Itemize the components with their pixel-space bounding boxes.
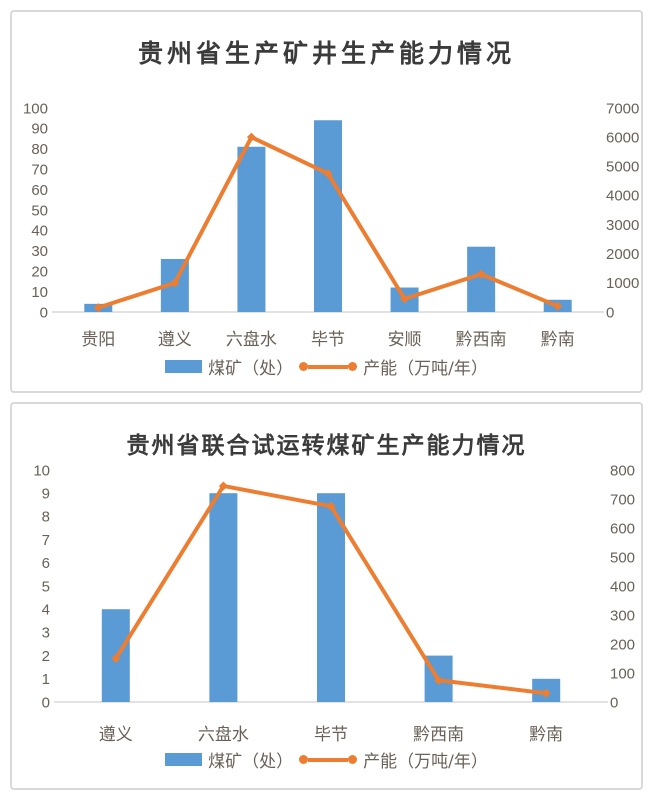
combo-chart-trial-run-mines: 0123456789100100200300400500600700800遵义六… [33, 462, 635, 745]
left-axis-tick-label: 80 [31, 141, 48, 158]
left-axis-tick-label: 20 [31, 263, 48, 280]
bar-series [84, 120, 572, 313]
line-marker [476, 269, 486, 279]
x-axis-category-label: 黔西南 [413, 725, 464, 745]
left-axis-tick-label: 10 [33, 462, 50, 479]
chart-legend: 煤矿（处） 产能（万吨/年） [12, 747, 641, 772]
line-marker [93, 303, 103, 313]
left-axis-tick-label: 30 [31, 243, 48, 260]
right-axis-ticks: 0 100 200 300 400 500 600 700 800 [610, 462, 635, 711]
line-marker [326, 501, 336, 511]
right-axis-tick-label: 600 [610, 520, 635, 537]
left-axis-ticks: 0 1 2 3 4 5 6 7 8 9 10 [33, 462, 50, 711]
left-axis-tick-label: 4 [42, 601, 50, 618]
legend-item-capacity: 产能（万吨/年） [299, 747, 488, 772]
right-axis-tick-label: 0 [606, 304, 614, 321]
legend-label-coal-mines: 煤矿（处） [208, 752, 294, 772]
left-axis-tick-label: 40 [31, 223, 48, 240]
left-axis-tick-label: 100 [23, 100, 48, 117]
x-axis-category-labels: 遵义 六盘水 毕节 黔西南 黔南 [99, 725, 563, 745]
right-axis-tick-label: 200 [610, 636, 635, 653]
legend-item-coal-mines: 煤矿（处） [165, 747, 293, 772]
line-marker [400, 294, 410, 304]
right-axis-tick-label: 400 [610, 578, 635, 595]
capacity-line-markers [111, 481, 551, 698]
x-axis-category-label: 毕节 [314, 725, 348, 745]
chart-panel-production-mines: 0 10 20 30 40 50 60 70 80 90 100 0 1000 2000 3000 4000 5… [10, 10, 643, 393]
left-axis-tick-label: 70 [31, 161, 48, 178]
right-axis-tick-label: 800 [610, 462, 635, 479]
capacity-line-markers [93, 132, 563, 313]
line-marker [434, 675, 444, 685]
left-axis-tick-label: 50 [31, 202, 48, 219]
line-marker [246, 132, 256, 142]
line-marker [218, 481, 228, 491]
left-axis-tick-label: 90 [31, 121, 48, 138]
x-axis-category-label: 黔南 [541, 330, 575, 350]
x-axis-category-label: 遵义 [158, 330, 192, 350]
x-axis-category-label: 黔西南 [456, 330, 507, 350]
right-axis-ticks: 0 1000 2000 3000 4000 5000 6000 7000 [606, 100, 639, 321]
bar-series [101, 493, 561, 702]
x-axis-category-label: 贵阳 [81, 330, 115, 350]
x-axis-category-label: 毕节 [311, 330, 345, 350]
right-axis-tick-label: 7000 [606, 100, 639, 117]
right-axis-tick-label: 500 [610, 549, 635, 566]
x-axis-category-labels: 贵阳 遵义 六盘水 毕节 安顺 黔西南 黔南 [81, 330, 574, 350]
combo-chart-production-mines: 0102030405060708090100010002000300040005… [23, 100, 639, 350]
left-axis-tick-label: 1 [42, 671, 50, 688]
line-series-swatch [299, 755, 358, 764]
right-axis-tick-label: 3000 [606, 217, 639, 234]
left-axis-tick-label: 5 [42, 578, 50, 595]
x-axis-category-label: 黔南 [529, 725, 563, 745]
left-axis-tick-label: 0 [40, 304, 48, 321]
legend-label-capacity: 产能（万吨/年） [363, 359, 488, 379]
right-axis-tick-label: 1000 [606, 275, 639, 292]
bar-series-swatch [165, 360, 203, 373]
legend-item-capacity: 产能（万吨/年） [299, 354, 488, 379]
bar [209, 493, 238, 702]
left-axis-ticks: 0 10 20 30 40 50 60 70 80 90 100 [23, 100, 48, 321]
right-axis-tick-label: 5000 [606, 159, 639, 176]
chart-title: 贵州省生产矿井生产能力情况 [137, 39, 515, 68]
line-marker [553, 301, 563, 311]
x-axis-category-label: 六盘水 [198, 725, 249, 745]
legend-label-capacity: 产能（万吨/年） [363, 752, 488, 772]
x-axis-category-label: 六盘水 [226, 330, 277, 350]
left-axis-tick-label: 2 [42, 648, 50, 665]
chart-title: 贵州省联合试运转煤矿生产能力情况 [126, 432, 527, 459]
right-axis-tick-label: 4000 [606, 188, 639, 205]
chart-panel-trial-run-mines: 0 1 2 3 4 5 6 7 8 9 10 0 100 200 300 400 500 600 700 800 遵义六… [10, 402, 643, 790]
line-marker [170, 278, 180, 288]
right-axis-tick-label: 700 [610, 491, 635, 508]
bar [317, 493, 345, 702]
legend-label-coal-mines: 煤矿（处） [208, 359, 294, 379]
bar [314, 120, 342, 313]
line-marker [541, 688, 551, 698]
right-axis-tick-label: 2000 [606, 246, 639, 263]
left-axis-tick-label: 0 [42, 694, 50, 711]
line-series-swatch [299, 362, 358, 371]
left-axis-tick-label: 7 [42, 532, 50, 549]
bar-series-swatch [165, 753, 203, 766]
legend-item-coal-mines: 煤矿（处） [165, 354, 293, 379]
right-axis-tick-label: 300 [610, 607, 635, 624]
bar [237, 146, 266, 312]
right-axis-tick-label: 0 [610, 694, 618, 711]
left-axis-tick-label: 3 [42, 625, 50, 642]
x-axis-category-label: 安顺 [388, 330, 422, 350]
left-axis-tick-label: 10 [31, 284, 48, 301]
left-axis-tick-label: 6 [42, 555, 50, 572]
line-marker [323, 169, 333, 179]
right-axis-tick-label: 6000 [606, 129, 639, 146]
chart-legend: 煤矿（处） 产能（万吨/年） [12, 354, 641, 379]
line-marker [111, 654, 121, 663]
right-axis-tick-label: 100 [610, 665, 635, 682]
left-axis-tick-label: 60 [31, 182, 48, 199]
left-axis-tick-label: 8 [42, 509, 50, 526]
left-axis-tick-label: 9 [42, 485, 50, 502]
x-axis-category-label: 遵义 [99, 725, 133, 745]
